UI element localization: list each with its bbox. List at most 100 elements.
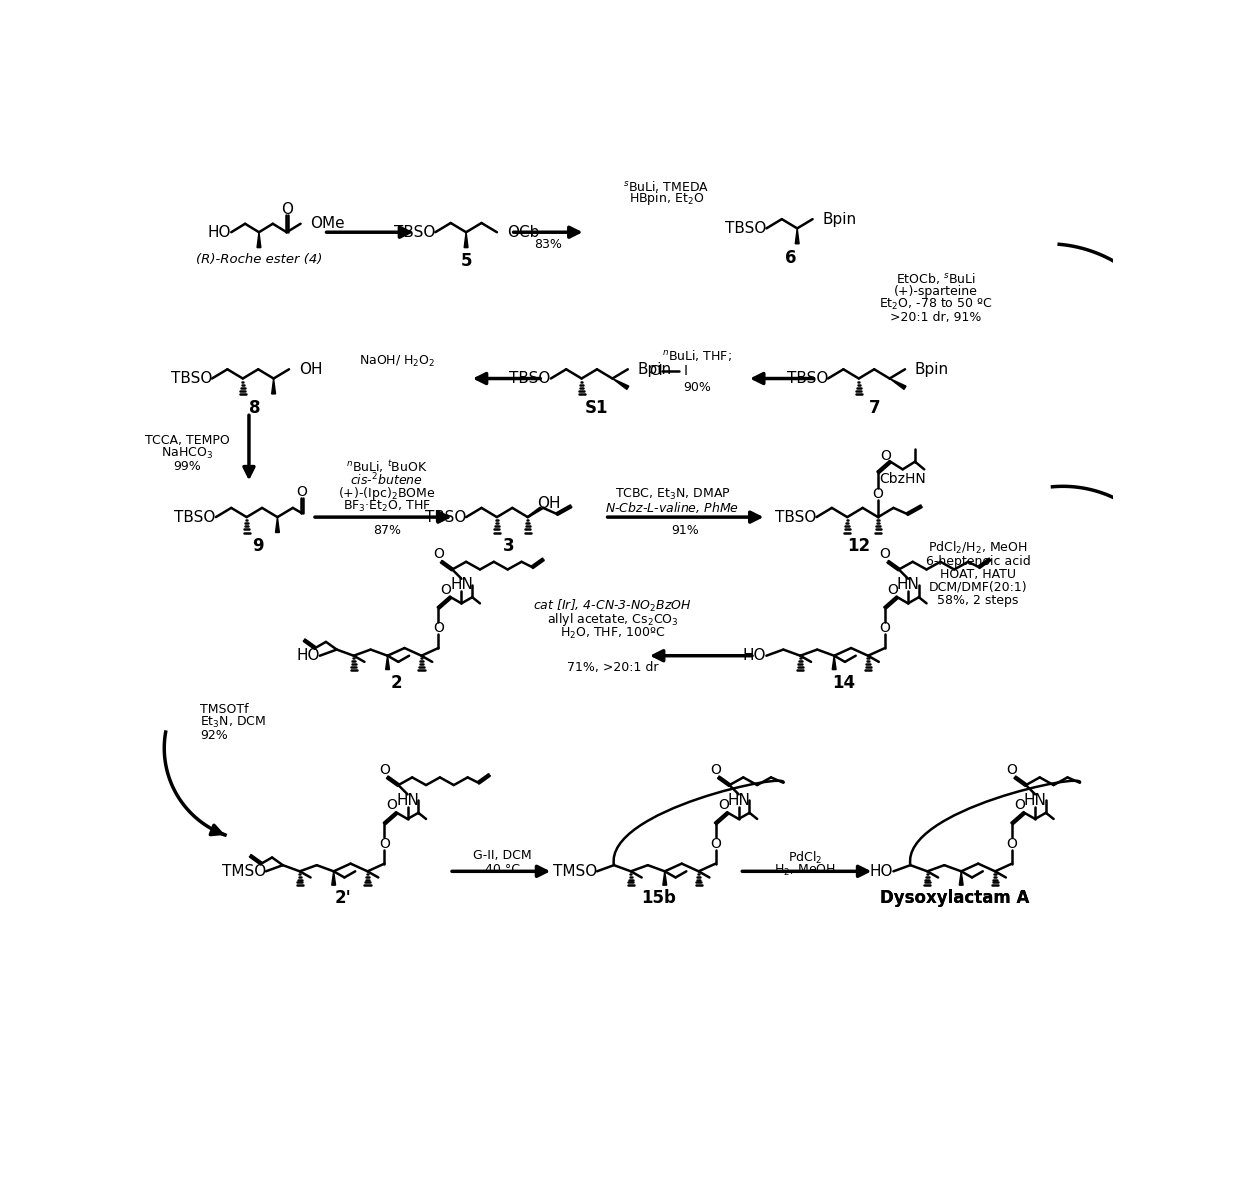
- Text: OH: OH: [299, 362, 322, 377]
- Text: 9: 9: [253, 537, 264, 555]
- Text: 12: 12: [847, 537, 870, 555]
- Text: 14: 14: [832, 674, 854, 691]
- Text: TCBC, Et$_3$N, DMAP: TCBC, Et$_3$N, DMAP: [615, 487, 730, 502]
- Text: O: O: [1014, 799, 1025, 812]
- Text: OMe: OMe: [310, 217, 345, 231]
- Text: Bpin: Bpin: [822, 212, 857, 226]
- Text: TBSO: TBSO: [786, 371, 828, 386]
- Text: O: O: [433, 621, 444, 635]
- Text: $cis$-$^2$butene: $cis$-$^2$butene: [351, 472, 423, 489]
- Text: 99%: 99%: [174, 459, 201, 472]
- Polygon shape: [613, 378, 629, 390]
- Text: $^n$BuLi, THF;: $^n$BuLi, THF;: [662, 348, 732, 363]
- Text: Dysoxylactam A: Dysoxylactam A: [880, 889, 1029, 907]
- Text: NaOH/ H$_2$O$_2$: NaOH/ H$_2$O$_2$: [358, 355, 435, 369]
- Text: H$_2$, MeOH: H$_2$, MeOH: [774, 863, 836, 878]
- Text: O: O: [880, 449, 892, 463]
- Text: O: O: [296, 484, 308, 498]
- Polygon shape: [960, 872, 963, 885]
- Text: HBpin, Et$_2$O: HBpin, Et$_2$O: [629, 190, 704, 207]
- Text: OCb: OCb: [507, 225, 539, 239]
- Text: Et$_2$O, -78 to 50 ºC: Et$_2$O, -78 to 50 ºC: [879, 297, 992, 312]
- Text: O: O: [280, 201, 293, 217]
- Polygon shape: [257, 232, 260, 247]
- Text: TBSO: TBSO: [394, 225, 435, 239]
- Text: N-Cbz-$L$-valine, PhMe: N-Cbz-$L$-valine, PhMe: [605, 499, 739, 515]
- Text: TCCA, TEMPO: TCCA, TEMPO: [145, 434, 229, 446]
- Text: O: O: [1007, 836, 1018, 851]
- Text: TBSO: TBSO: [510, 371, 551, 386]
- Text: HO: HO: [870, 863, 894, 879]
- Text: HN: HN: [396, 793, 419, 808]
- Text: 87%: 87%: [373, 524, 401, 537]
- Text: HN: HN: [897, 577, 920, 593]
- Text: NaHCO$_3$: NaHCO$_3$: [161, 445, 213, 461]
- Text: (+)-sparteine: (+)-sparteine: [894, 285, 977, 298]
- Text: $^n$BuLi, $^t$BuOK: $^n$BuLi, $^t$BuOK: [346, 458, 428, 476]
- Text: 91%: 91%: [672, 524, 699, 537]
- Text: Dysoxylactam A: Dysoxylactam A: [880, 889, 1029, 907]
- Text: DCM/DMF(20:1): DCM/DMF(20:1): [929, 581, 1028, 594]
- Text: O: O: [711, 762, 720, 776]
- Text: O: O: [1007, 762, 1018, 776]
- Text: PdCl$_2$: PdCl$_2$: [787, 849, 822, 866]
- Text: >20:1 dr, 91%: >20:1 dr, 91%: [890, 311, 982, 324]
- Text: BF$_3$·Et$_2$O, THF: BF$_3$·Et$_2$O, THF: [342, 498, 430, 514]
- Text: 40 °C: 40 °C: [485, 862, 520, 875]
- Text: Et$_3$N, DCM: Et$_3$N, DCM: [201, 715, 267, 730]
- Text: 3: 3: [502, 537, 515, 555]
- Text: S1: S1: [585, 399, 609, 417]
- Text: HN: HN: [1024, 793, 1047, 808]
- Text: O: O: [379, 762, 389, 776]
- Text: 6: 6: [785, 249, 797, 266]
- Text: (+)-(Ipc)$_2$BOMe: (+)-(Ipc)$_2$BOMe: [339, 485, 435, 502]
- Text: $^s$BuLi, TMEDA: $^s$BuLi, TMEDA: [624, 179, 709, 193]
- Text: HO: HO: [208, 225, 231, 239]
- Text: O: O: [873, 487, 883, 501]
- Text: EtOCb, $^s$BuLi: EtOCb, $^s$BuLi: [895, 271, 976, 286]
- Text: 71%, >20:1 dr: 71%, >20:1 dr: [567, 661, 658, 674]
- Text: 15b: 15b: [641, 889, 676, 907]
- Text: O: O: [718, 799, 729, 812]
- Text: O: O: [440, 582, 451, 596]
- Polygon shape: [272, 378, 275, 393]
- Text: TMSO: TMSO: [222, 863, 265, 879]
- Text: O: O: [433, 547, 444, 561]
- Text: HN: HN: [727, 793, 750, 808]
- Text: Bpin: Bpin: [914, 362, 949, 377]
- Text: O: O: [387, 799, 398, 812]
- Text: TBSO: TBSO: [775, 510, 816, 524]
- Polygon shape: [386, 656, 389, 669]
- Text: TMSOTf: TMSOTf: [201, 703, 249, 716]
- Text: (R)-Roche ester (4): (R)-Roche ester (4): [196, 252, 322, 266]
- Text: HO: HO: [296, 648, 320, 663]
- Text: HN: HN: [450, 577, 472, 593]
- Text: TBSO: TBSO: [171, 371, 212, 386]
- Text: O: O: [711, 836, 720, 851]
- Polygon shape: [275, 517, 279, 532]
- Polygon shape: [332, 872, 336, 885]
- Text: H$_2$O, THF, 100ºC: H$_2$O, THF, 100ºC: [559, 626, 665, 641]
- Text: 5: 5: [460, 252, 472, 271]
- Text: 58%, 2 steps: 58%, 2 steps: [937, 594, 1019, 607]
- Text: TBSO: TBSO: [725, 220, 766, 236]
- Polygon shape: [464, 232, 467, 247]
- Text: O: O: [879, 621, 890, 635]
- Text: 90%: 90%: [683, 382, 711, 395]
- Polygon shape: [832, 656, 836, 669]
- Text: 6-heptenoic acid: 6-heptenoic acid: [926, 555, 1030, 568]
- Text: Bpin: Bpin: [637, 362, 671, 377]
- Text: $cat$ [Ir], 4-CN-3-NO$_2$BzOH: $cat$ [Ir], 4-CN-3-NO$_2$BzOH: [533, 597, 692, 614]
- Text: TBSO: TBSO: [425, 510, 466, 524]
- Text: Cl: Cl: [649, 364, 662, 378]
- Text: PdCl$_2$/H$_2$, MeOH: PdCl$_2$/H$_2$, MeOH: [929, 540, 1028, 556]
- Polygon shape: [795, 229, 799, 244]
- Text: 8: 8: [248, 399, 260, 417]
- Text: allyl acetate, Cs$_2$CO$_3$: allyl acetate, Cs$_2$CO$_3$: [547, 611, 678, 628]
- Text: O: O: [888, 582, 898, 596]
- Text: G-II, DCM: G-II, DCM: [472, 849, 532, 862]
- Text: O: O: [879, 547, 890, 561]
- Text: CbzHN: CbzHN: [879, 471, 926, 485]
- Text: 2': 2': [335, 889, 351, 907]
- Text: OH: OH: [537, 496, 560, 511]
